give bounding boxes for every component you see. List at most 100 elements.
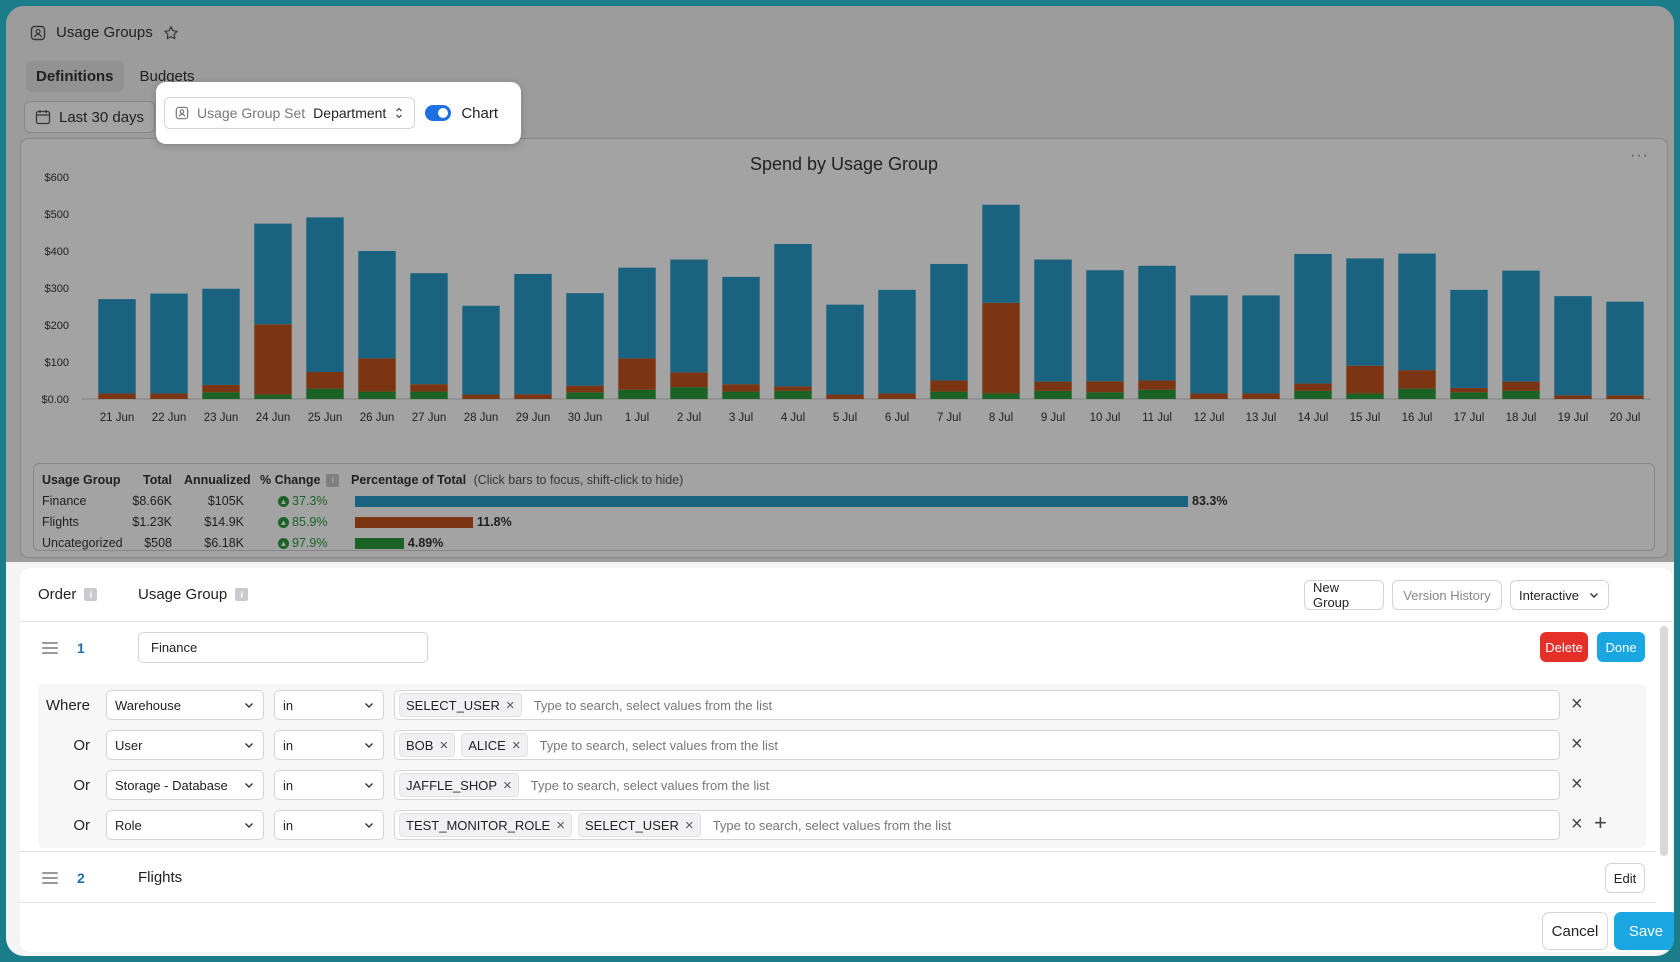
bar-segment[interactable] bbox=[1190, 295, 1228, 394]
bar-segment[interactable] bbox=[878, 393, 916, 399]
bar-segment[interactable] bbox=[98, 299, 136, 394]
condition-operator-select[interactable]: in bbox=[274, 690, 384, 720]
bar-segment[interactable] bbox=[982, 204, 1020, 303]
bar-segment[interactable] bbox=[1034, 259, 1072, 382]
bar-segment[interactable] bbox=[618, 358, 656, 390]
bar-segment[interactable] bbox=[1138, 380, 1176, 390]
bar-segment[interactable] bbox=[774, 243, 812, 387]
bar-segment[interactable] bbox=[358, 391, 396, 399]
bar-segment[interactable] bbox=[1346, 393, 1384, 399]
edit-button[interactable]: Edit bbox=[1605, 863, 1645, 893]
bar-segment[interactable] bbox=[1450, 387, 1488, 393]
condition-values-input[interactable]: SELECT_USER × Type to search, select valu… bbox=[394, 690, 1560, 720]
bar-segment[interactable] bbox=[1502, 381, 1540, 391]
bar-segment[interactable] bbox=[1138, 265, 1176, 381]
bar-segment[interactable] bbox=[1086, 270, 1124, 382]
bar-segment[interactable] bbox=[1502, 270, 1540, 382]
condition-values-input[interactable]: BOB × ALICE × Type to search, select value… bbox=[394, 730, 1560, 760]
bar-segment[interactable] bbox=[1086, 381, 1124, 393]
condition-field-select[interactable]: User bbox=[106, 730, 264, 760]
bar-segment[interactable] bbox=[150, 293, 188, 394]
group-name-input[interactable]: Finance bbox=[138, 632, 428, 663]
condition-values-input[interactable]: JAFFLE_SHOP × Type to search, select valu… bbox=[394, 770, 1560, 800]
bar-segment[interactable] bbox=[566, 385, 604, 393]
bar-segment[interactable] bbox=[150, 393, 188, 399]
more-options-icon[interactable]: ··· bbox=[1630, 147, 1649, 164]
bar-segment[interactable] bbox=[1086, 392, 1124, 399]
new-group-button[interactable]: New Group bbox=[1304, 580, 1384, 610]
bar-segment[interactable] bbox=[826, 394, 864, 399]
bar-segment[interactable] bbox=[306, 388, 344, 399]
bar-segment[interactable] bbox=[410, 384, 448, 392]
bar-segment[interactable] bbox=[1242, 295, 1280, 394]
bar-segment[interactable] bbox=[774, 390, 812, 399]
bar-segment[interactable] bbox=[1554, 395, 1592, 399]
stacked-bar-chart[interactable]: $0.00 $100 $200 $300 $400 $500 $600 21 Jun 22 Ju… bbox=[21, 139, 1669, 439]
bar-segment[interactable] bbox=[1034, 381, 1072, 391]
cancel-button[interactable]: Cancel bbox=[1542, 912, 1608, 950]
bar-segment[interactable] bbox=[514, 273, 552, 395]
bar-segment[interactable] bbox=[358, 358, 396, 392]
bar-segment[interactable] bbox=[202, 384, 240, 393]
add-condition-icon[interactable]: + bbox=[1594, 810, 1607, 835]
drag-handle-icon[interactable] bbox=[42, 642, 58, 654]
bar-segment[interactable] bbox=[1242, 393, 1280, 399]
bar-segment[interactable] bbox=[1554, 296, 1592, 396]
bar-segment[interactable] bbox=[1502, 390, 1540, 399]
remove-tag-icon[interactable]: × bbox=[505, 696, 515, 714]
bar-segment[interactable] bbox=[982, 393, 1020, 399]
info-icon[interactable]: i bbox=[235, 588, 249, 601]
bar-segment[interactable] bbox=[774, 386, 812, 391]
condition-operator-select[interactable]: in bbox=[274, 770, 384, 800]
bar-segment[interactable] bbox=[1294, 383, 1332, 391]
remove-tag-icon[interactable]: × bbox=[439, 736, 449, 754]
remove-condition-icon[interactable]: × bbox=[1571, 733, 1583, 755]
bar-segment[interactable] bbox=[566, 392, 604, 399]
condition-values-input[interactable]: TEST_MONITOR_ROLE × SELECT_USER × Type to … bbox=[394, 810, 1560, 840]
bar-segment[interactable] bbox=[1294, 253, 1332, 384]
bar-segment[interactable] bbox=[618, 267, 656, 359]
bar-segment[interactable] bbox=[254, 394, 292, 399]
bar-segment[interactable] bbox=[462, 394, 500, 399]
bar-segment[interactable] bbox=[514, 394, 552, 399]
bar-segment[interactable] bbox=[618, 389, 656, 399]
legend-percentage-bar[interactable] bbox=[355, 517, 473, 528]
legend-percentage-bar[interactable] bbox=[355, 496, 1188, 507]
bar-segment[interactable] bbox=[1606, 395, 1644, 399]
bar-segment[interactable] bbox=[1138, 389, 1176, 399]
bar-segment[interactable] bbox=[254, 324, 292, 395]
condition-field-select[interactable]: Role bbox=[106, 810, 264, 840]
condition-field-select[interactable]: Warehouse bbox=[106, 690, 264, 720]
date-range-button[interactable]: Last 30 days bbox=[24, 101, 156, 133]
bar-segment[interactable] bbox=[1346, 365, 1384, 394]
star-icon[interactable] bbox=[163, 25, 179, 41]
remove-tag-icon[interactable]: × bbox=[511, 736, 521, 754]
chart-toggle[interactable] bbox=[425, 105, 452, 121]
info-icon[interactable]: i bbox=[84, 588, 98, 601]
remove-tag-icon[interactable]: × bbox=[503, 776, 512, 794]
remove-tag-icon[interactable]: × bbox=[556, 816, 565, 834]
bar-segment[interactable] bbox=[410, 273, 448, 385]
condition-field-select[interactable]: Storage - Database bbox=[106, 770, 264, 800]
bar-segment[interactable] bbox=[566, 293, 604, 386]
bar-segment[interactable] bbox=[358, 251, 396, 359]
tab-budgets[interactable]: Budgets bbox=[139, 68, 195, 85]
save-button[interactable]: Save bbox=[1614, 912, 1674, 950]
bar-segment[interactable] bbox=[202, 392, 240, 399]
bar-segment[interactable] bbox=[722, 384, 760, 392]
bar-segment[interactable] bbox=[670, 372, 708, 388]
bar-segment[interactable] bbox=[1398, 370, 1436, 389]
bar-segment[interactable] bbox=[306, 371, 344, 389]
remove-condition-icon[interactable]: × bbox=[1571, 813, 1583, 835]
remove-tag-icon[interactable]: × bbox=[684, 816, 694, 834]
delete-button[interactable]: Delete bbox=[1540, 632, 1588, 662]
bar-segment[interactable] bbox=[98, 393, 136, 399]
bar-segment[interactable] bbox=[1190, 393, 1228, 399]
bar-segment[interactable] bbox=[1034, 390, 1072, 399]
bar-segment[interactable] bbox=[722, 391, 760, 399]
bar-segment[interactable] bbox=[1398, 253, 1436, 371]
bar-segment[interactable] bbox=[930, 391, 968, 399]
version-history-button[interactable]: Version History bbox=[1392, 580, 1502, 610]
remove-condition-icon[interactable]: × bbox=[1571, 693, 1583, 715]
condition-operator-select[interactable]: in bbox=[274, 730, 384, 760]
